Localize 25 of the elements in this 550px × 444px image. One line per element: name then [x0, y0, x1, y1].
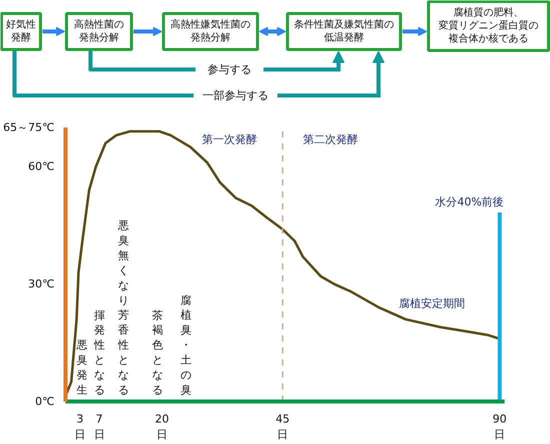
text: 条件性菌及嫌気性菌の低温発酵 — [294, 18, 394, 44]
annotation: 腐植安定期間 — [399, 297, 466, 310]
x-tick-label: 20 日 — [154, 412, 169, 442]
x-tick-label: 45 日 — [276, 412, 290, 442]
text: 参与する — [208, 63, 252, 76]
y-tick-label: 0℃ — [35, 395, 55, 408]
annotation: 悪臭発生 — [76, 338, 88, 396]
annotation: 第二次発酵 — [303, 132, 358, 146]
y-tick-label: 60℃ — [28, 160, 55, 174]
x-tick-label: 3 日 — [74, 412, 86, 442]
annotation: 腐植臭・土の臭 — [180, 294, 192, 396]
y-tick-label: 65～75℃ — [3, 121, 55, 134]
text: 高熱性菌の発熱分解 — [74, 18, 124, 44]
text: 一部参与する — [202, 89, 268, 102]
x-tick-label: 7 日 — [94, 412, 105, 442]
text: 好気性発酵 — [6, 18, 36, 44]
annotation: 第一次発酵 — [202, 132, 258, 146]
text: 高熱性嫌気性菌の発熱分解 — [170, 18, 250, 44]
annotation: 茶褐色となる — [152, 308, 163, 396]
x-tick-label: 90 日 — [492, 412, 507, 442]
annotation: 揮発性となる — [92, 308, 105, 396]
text: 腐植質の肥料、変質リグニン蛋白質の複合体か核である — [438, 6, 538, 45]
text: 悪臭無くなり芳香性となる — [118, 219, 129, 396]
y-tick-label: 30℃ — [28, 278, 55, 291]
ref-line-label: 水分40%前後 — [435, 195, 504, 208]
